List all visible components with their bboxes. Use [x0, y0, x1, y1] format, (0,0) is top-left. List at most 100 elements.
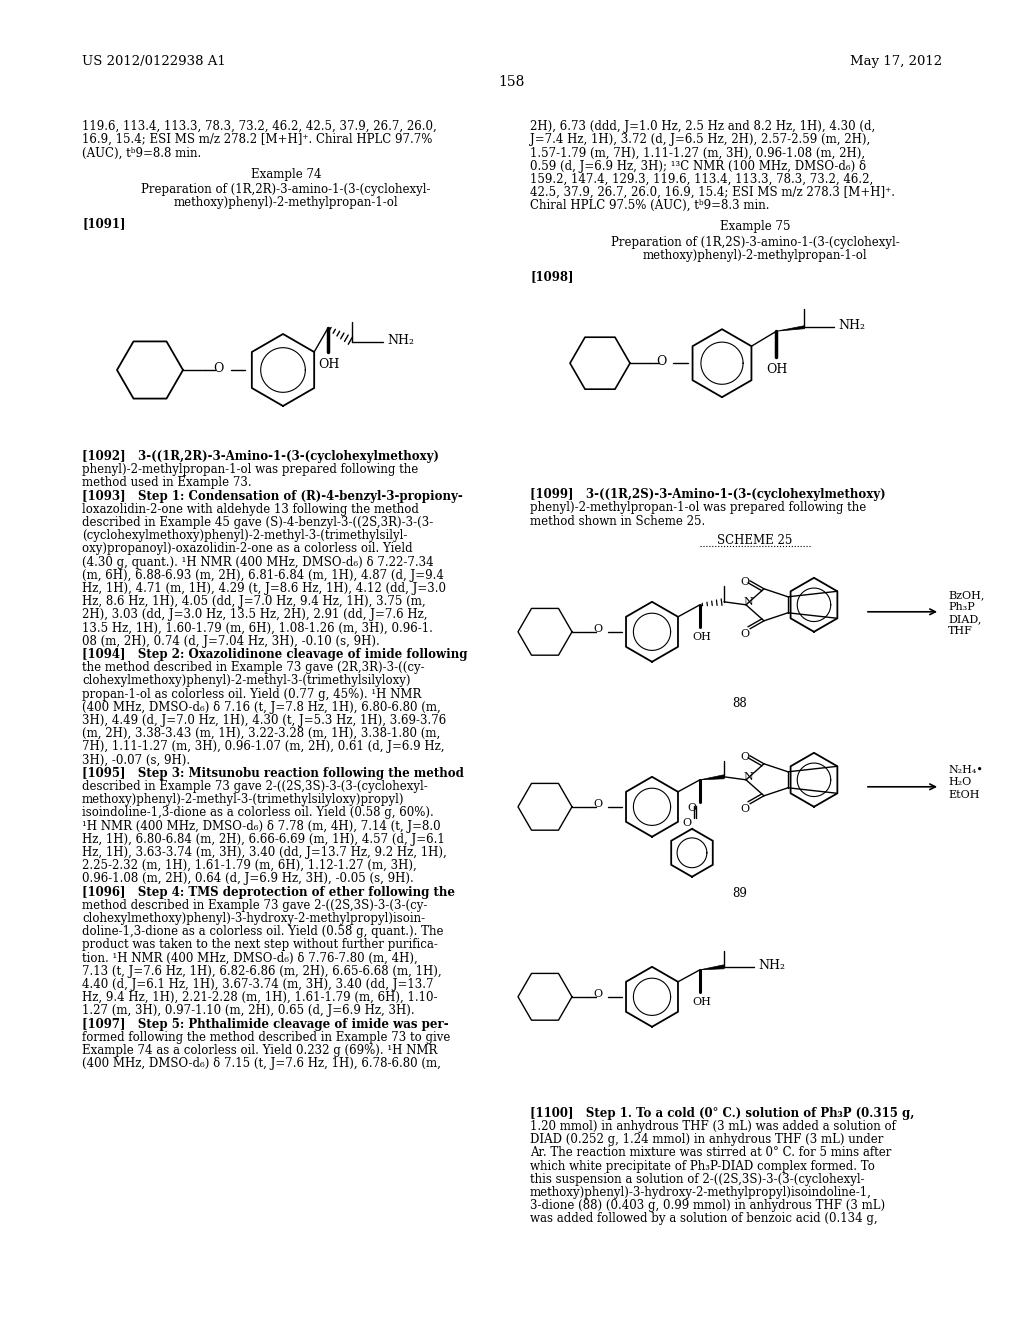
- Text: O: O: [687, 803, 696, 813]
- Text: 7.13 (t, J=7.6 Hz, 1H), 6.82-6.86 (m, 2H), 6.65-6.68 (m, 1H),: 7.13 (t, J=7.6 Hz, 1H), 6.82-6.86 (m, 2H…: [82, 965, 441, 978]
- Text: OH: OH: [318, 358, 340, 371]
- Text: methoxy)phenyl)-3-hydroxy-2-methylpropyl)isoindoline-1,: methoxy)phenyl)-3-hydroxy-2-methylpropyl…: [530, 1185, 871, 1199]
- Text: DIAD,: DIAD,: [948, 614, 981, 624]
- Text: EtOH: EtOH: [948, 789, 980, 800]
- Text: 3-dione (88) (0.403 g, 0.99 mmol) in anhydrous THF (3 mL): 3-dione (88) (0.403 g, 0.99 mmol) in anh…: [530, 1199, 885, 1212]
- Text: NH₂: NH₂: [387, 334, 415, 347]
- Text: clohexylmethoxy)phenyl)-3-hydroxy-2-methylpropyl)isoin-: clohexylmethoxy)phenyl)-3-hydroxy-2-meth…: [82, 912, 425, 925]
- Text: N: N: [743, 597, 753, 607]
- Text: O: O: [594, 799, 602, 809]
- Text: was added followed by a solution of benzoic acid (0.134 g,: was added followed by a solution of benz…: [530, 1212, 878, 1225]
- Text: method shown in Scheme 25.: method shown in Scheme 25.: [530, 515, 706, 528]
- Text: propan-1-ol as colorless oil. Yield (0.77 g, 45%). ¹H NMR: propan-1-ol as colorless oil. Yield (0.7…: [82, 688, 421, 701]
- Text: 16.9, 15.4; ESI MS m/z 278.2 [M+H]⁺. Chiral HPLC 97.7%: 16.9, 15.4; ESI MS m/z 278.2 [M+H]⁺. Chi…: [82, 133, 432, 147]
- Text: which white precipitate of Ph₃P-DIAD complex formed. To: which white precipitate of Ph₃P-DIAD com…: [530, 1159, 874, 1172]
- Text: (m, 6H), 6.88-6.93 (m, 2H), 6.81-6.84 (m, 1H), 4.87 (d, J=9.4: (m, 6H), 6.88-6.93 (m, 2H), 6.81-6.84 (m…: [82, 569, 443, 582]
- Polygon shape: [700, 775, 724, 780]
- Text: 119.6, 113.4, 113.3, 78.3, 73.2, 46.2, 42.5, 37.9, 26.7, 26.0,: 119.6, 113.4, 113.3, 78.3, 73.2, 46.2, 4…: [82, 120, 437, 133]
- Text: 42.5, 37.9, 26.7, 26.0, 16.9, 15.4; ESI MS m/z 278.3 [M+H]⁺.: 42.5, 37.9, 26.7, 26.0, 16.9, 15.4; ESI …: [530, 186, 895, 199]
- Text: [1093]   Step 1: Condensation of (R)-4-benzyl-3-propiony-: [1093] Step 1: Condensation of (R)-4-ben…: [82, 490, 463, 503]
- Text: 0.96-1.08 (m, 2H), 0.64 (d, J=6.9 Hz, 3H), -0.05 (s, 9H).: 0.96-1.08 (m, 2H), 0.64 (d, J=6.9 Hz, 3H…: [82, 873, 414, 886]
- Text: O: O: [594, 989, 602, 999]
- Text: (400 MHz, DMSO-d₆) δ 7.16 (t, J=7.8 Hz, 1H), 6.80-6.80 (m,: (400 MHz, DMSO-d₆) δ 7.16 (t, J=7.8 Hz, …: [82, 701, 440, 714]
- Text: 2H), 3.03 (dd, J=3.0 Hz, 13.5 Hz, 2H), 2.91 (dd, J=7.6 Hz,: 2H), 3.03 (dd, J=3.0 Hz, 13.5 Hz, 2H), 2…: [82, 609, 427, 622]
- Text: [1094]   Step 2: Oxazolidinone cleavage of imide following: [1094] Step 2: Oxazolidinone cleavage of…: [82, 648, 468, 661]
- Text: 88: 88: [732, 697, 748, 710]
- Text: methoxy)phenyl)-2-methylpropan-1-ol: methoxy)phenyl)-2-methylpropan-1-ol: [643, 248, 867, 261]
- Text: NH₂: NH₂: [758, 958, 785, 972]
- Text: (cyclohexylmethoxy)phenyl)-2-methyl-3-(trimethylsilyl-: (cyclohexylmethoxy)phenyl)-2-methyl-3-(t…: [82, 529, 408, 543]
- Text: described in Example 45 gave (S)-4-benzyl-3-((2S,3R)-3-(3-: described in Example 45 gave (S)-4-benzy…: [82, 516, 433, 529]
- Text: BzOH,: BzOH,: [948, 590, 984, 599]
- Text: 1.27 (m, 3H), 0.97-1.10 (m, 2H), 0.65 (d, J=6.9 Hz, 3H).: 1.27 (m, 3H), 0.97-1.10 (m, 2H), 0.65 (d…: [82, 1005, 415, 1018]
- Text: 0.59 (d, J=6.9 Hz, 3H); ¹³C NMR (100 MHz, DMSO-d₆) δ: 0.59 (d, J=6.9 Hz, 3H); ¹³C NMR (100 MHz…: [530, 160, 866, 173]
- Text: O: O: [682, 818, 691, 828]
- Text: (4.30 g, quant.). ¹H NMR (400 MHz, DMSO-d₆) δ 7.22-7.34: (4.30 g, quant.). ¹H NMR (400 MHz, DMSO-…: [82, 556, 433, 569]
- Text: 13.5 Hz, 1H), 1.60-1.79 (m, 6H), 1.08-1.26 (m, 3H), 0.96-1.: 13.5 Hz, 1H), 1.60-1.79 (m, 6H), 1.08-1.…: [82, 622, 433, 635]
- Text: 1.20 mmol) in anhydrous THF (3 mL) was added a solution of: 1.20 mmol) in anhydrous THF (3 mL) was a…: [530, 1119, 896, 1133]
- Text: N₂H₄•: N₂H₄•: [948, 764, 983, 775]
- Text: [1096]   Step 4: TMS deprotection of ether following the: [1096] Step 4: TMS deprotection of ether…: [82, 886, 455, 899]
- Text: 158: 158: [499, 75, 525, 88]
- Text: O: O: [594, 624, 602, 634]
- Text: this suspension a solution of 2-((2S,3S)-3-(3-(cyclohexyl-: this suspension a solution of 2-((2S,3S)…: [530, 1172, 864, 1185]
- Text: [1095]   Step 3: Mitsunobu reaction following the method: [1095] Step 3: Mitsunobu reaction follow…: [82, 767, 464, 780]
- Text: described in Example 73 gave 2-((2S,3S)-3-(3-(cyclohexyl-: described in Example 73 gave 2-((2S,3S)-…: [82, 780, 428, 793]
- Text: 1.57-1.79 (m, 7H), 1.11-1.27 (m, 3H), 0.96-1.08 (m, 2H),: 1.57-1.79 (m, 7H), 1.11-1.27 (m, 3H), 0.…: [530, 147, 865, 160]
- Text: OH: OH: [766, 363, 787, 376]
- Text: [1091]: [1091]: [82, 218, 126, 230]
- Text: N: N: [743, 772, 753, 781]
- Text: (m, 2H), 3.38-3.43 (m, 1H), 3.22-3.28 (m, 1H), 3.38-1.80 (m,: (m, 2H), 3.38-3.43 (m, 1H), 3.22-3.28 (m…: [82, 727, 440, 741]
- Text: doline-1,3-dione as a colorless oil. Yield (0.58 g, quant.). The: doline-1,3-dione as a colorless oil. Yie…: [82, 925, 443, 939]
- Text: H₂O: H₂O: [948, 776, 971, 787]
- Text: OH: OH: [692, 632, 711, 642]
- Text: O: O: [655, 355, 667, 368]
- Text: Hz, 9.4 Hz, 1H), 2.21-2.28 (m, 1H), 1.61-1.79 (m, 6H), 1.10-: Hz, 9.4 Hz, 1H), 2.21-2.28 (m, 1H), 1.61…: [82, 991, 437, 1005]
- Text: ¹H NMR (400 MHz, DMSO-d₆) δ 7.78 (m, 4H), 7.14 (t, J=8.0: ¹H NMR (400 MHz, DMSO-d₆) δ 7.78 (m, 4H)…: [82, 820, 440, 833]
- Text: Example 74 as a colorless oil. Yield 0.232 g (69%). ¹H NMR: Example 74 as a colorless oil. Yield 0.2…: [82, 1044, 437, 1057]
- Text: O: O: [213, 362, 223, 375]
- Text: 7H), 1.11-1.27 (m, 3H), 0.96-1.07 (m, 2H), 0.61 (d, J=6.9 Hz,: 7H), 1.11-1.27 (m, 3H), 0.96-1.07 (m, 2H…: [82, 741, 444, 754]
- Text: Example 75: Example 75: [720, 220, 791, 234]
- Text: phenyl)-2-methylpropan-1-ol was prepared following the: phenyl)-2-methylpropan-1-ol was prepared…: [82, 463, 418, 477]
- Text: [1097]   Step 5: Phthalimide cleavage of imide was per-: [1097] Step 5: Phthalimide cleavage of i…: [82, 1018, 449, 1031]
- Text: methoxy)phenyl)-2-methyl-3-(trimethylsilyloxy)propyl): methoxy)phenyl)-2-methyl-3-(trimethylsil…: [82, 793, 404, 807]
- Text: J=7.4 Hz, 1H), 3.72 (d, J=6.5 Hz, 2H), 2.57-2.59 (m, 2H),: J=7.4 Hz, 1H), 3.72 (d, J=6.5 Hz, 2H), 2…: [530, 133, 870, 147]
- Text: Preparation of (1R,2R)-3-amino-1-(3-(cyclohexyl-: Preparation of (1R,2R)-3-amino-1-(3-(cyc…: [141, 182, 431, 195]
- Text: O: O: [740, 752, 750, 762]
- Text: loxazolidin-2-one with aldehyde 13 following the method: loxazolidin-2-one with aldehyde 13 follo…: [82, 503, 419, 516]
- Text: O: O: [740, 804, 750, 814]
- Text: [1092]   3-((1R,2R)-3-Amino-1-(3-(cyclohexylmethoxy): [1092] 3-((1R,2R)-3-Amino-1-(3-(cyclohex…: [82, 450, 439, 463]
- Text: the method described in Example 73 gave (2R,3R)-3-((cy-: the method described in Example 73 gave …: [82, 661, 425, 675]
- Text: isoindoline-1,3-dione as a colorless oil. Yield (0.58 g, 60%).: isoindoline-1,3-dione as a colorless oil…: [82, 807, 434, 820]
- Text: OH: OH: [692, 997, 711, 1007]
- Text: 3H), -0.07 (s, 9H).: 3H), -0.07 (s, 9H).: [82, 754, 190, 767]
- Text: [1100]   Step 1. To a cold (0° C.) solution of Ph₃P (0.315 g,: [1100] Step 1. To a cold (0° C.) solutio…: [530, 1106, 914, 1119]
- Text: DIAD (0.252 g, 1.24 mmol) in anhydrous THF (3 mL) under: DIAD (0.252 g, 1.24 mmol) in anhydrous T…: [530, 1133, 884, 1146]
- Text: 4.40 (d, J=6.1 Hz, 1H), 3.67-3.74 (m, 3H), 3.40 (dd, J=13.7: 4.40 (d, J=6.1 Hz, 1H), 3.67-3.74 (m, 3H…: [82, 978, 433, 991]
- Text: 08 (m, 2H), 0.74 (d, J=7.04 Hz, 3H), -0.10 (s, 9H).: 08 (m, 2H), 0.74 (d, J=7.04 Hz, 3H), -0.…: [82, 635, 380, 648]
- Text: Preparation of (1R,2S)-3-amino-1-(3-(cyclohexyl-: Preparation of (1R,2S)-3-amino-1-(3-(cyc…: [610, 235, 899, 248]
- Text: (400 MHz, DMSO-d₆) δ 7.15 (t, J=7.6 Hz, 1H), 6.78-6.80 (m,: (400 MHz, DMSO-d₆) δ 7.15 (t, J=7.6 Hz, …: [82, 1057, 441, 1071]
- Text: methoxy)phenyl)-2-methylpropan-1-ol: methoxy)phenyl)-2-methylpropan-1-ol: [174, 195, 398, 209]
- Text: May 17, 2012: May 17, 2012: [850, 55, 942, 69]
- Text: NH₂: NH₂: [839, 319, 865, 333]
- Text: O: O: [740, 628, 750, 639]
- Text: Hz, 1H), 3.63-3.74 (m, 3H), 3.40 (dd, J=13.7 Hz, 9.2 Hz, 1H),: Hz, 1H), 3.63-3.74 (m, 3H), 3.40 (dd, J=…: [82, 846, 446, 859]
- Text: Hz, 1H), 6.80-6.84 (m, 2H), 6.66-6.69 (m, 1H), 4.57 (d, J=6.1: Hz, 1H), 6.80-6.84 (m, 2H), 6.66-6.69 (m…: [82, 833, 444, 846]
- Text: tion. ¹H NMR (400 MHz, DMSO-d₆) δ 7.76-7.80 (m, 4H),: tion. ¹H NMR (400 MHz, DMSO-d₆) δ 7.76-7…: [82, 952, 418, 965]
- Text: Ph₃P: Ph₃P: [948, 602, 975, 611]
- Text: 89: 89: [732, 887, 748, 900]
- Text: product was taken to the next step without further purifica-: product was taken to the next step witho…: [82, 939, 438, 952]
- Text: Ar. The reaction mixture was stirred at 0° C. for 5 mins after: Ar. The reaction mixture was stirred at …: [530, 1146, 891, 1159]
- Text: method described in Example 73 gave 2-((2S,3S)-3-(3-(cy-: method described in Example 73 gave 2-((…: [82, 899, 427, 912]
- Text: method used in Example 73.: method used in Example 73.: [82, 477, 252, 490]
- Text: Example 74: Example 74: [251, 168, 322, 181]
- Text: Hz, 1H), 4.71 (m, 1H), 4.29 (t, J=8.6 Hz, 1H), 4.12 (dd, J=3.0: Hz, 1H), 4.71 (m, 1H), 4.29 (t, J=8.6 Hz…: [82, 582, 446, 595]
- Text: 3H), 4.49 (d, J=7.0 Hz, 1H), 4.30 (t, J=5.3 Hz, 1H), 3.69-3.76: 3H), 4.49 (d, J=7.0 Hz, 1H), 4.30 (t, J=…: [82, 714, 446, 727]
- Polygon shape: [776, 326, 805, 331]
- Text: US 2012/0122938 A1: US 2012/0122938 A1: [82, 55, 225, 69]
- Text: Chiral HPLC 97.5% (AUC), tᵇ9=8.3 min.: Chiral HPLC 97.5% (AUC), tᵇ9=8.3 min.: [530, 199, 769, 213]
- Text: formed following the method described in Example 73 to give: formed following the method described in…: [82, 1031, 451, 1044]
- Text: [1098]: [1098]: [530, 271, 573, 282]
